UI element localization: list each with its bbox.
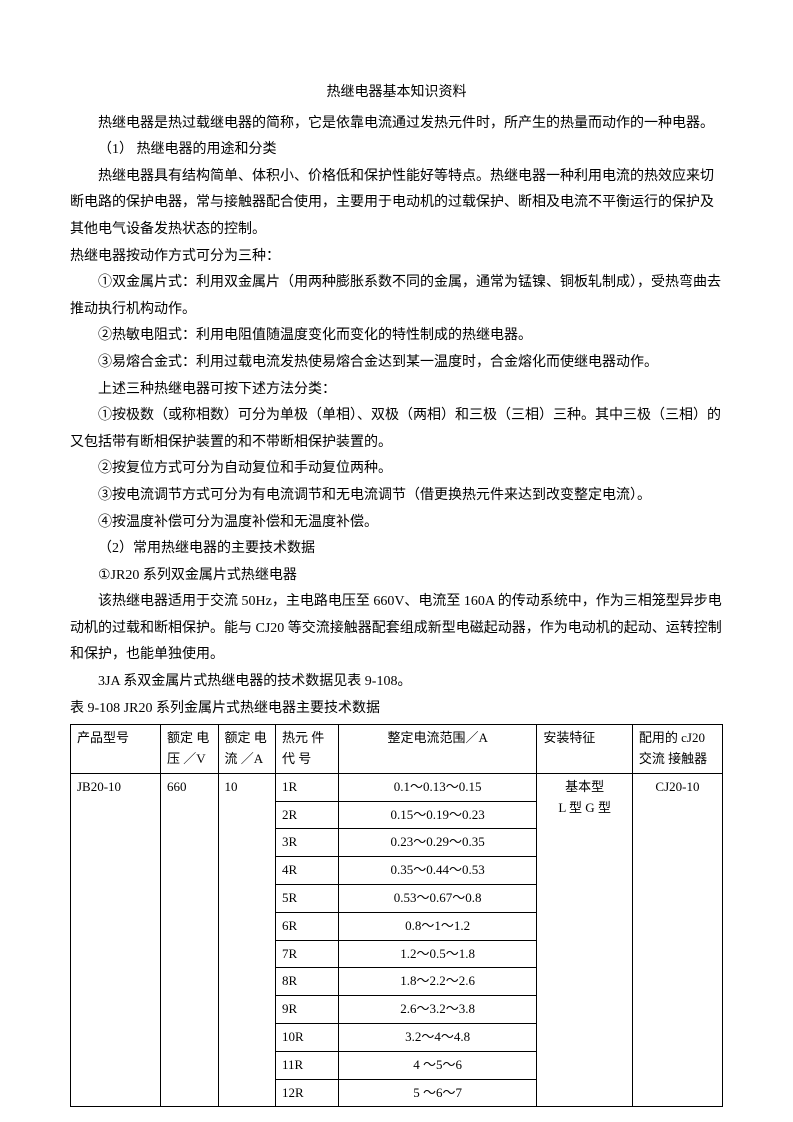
cell-model: JB20-10 [71, 773, 161, 1107]
table-header-row: 产品型号 额定 电压 ／V 额定 电流 ／A 热元 件代 号 整定电流范围／A … [71, 725, 723, 774]
cell-range: 1.2～0.5～1.8 [338, 940, 537, 968]
cell-code: 10R [276, 1024, 339, 1052]
paragraph-13: 3JA 系双金属片式热继电器的技术数据见表 9-108。 [70, 669, 723, 696]
cell-code: 12R [276, 1079, 339, 1107]
cell-range: 0.53～0.67～0.8 [338, 885, 537, 913]
paragraph-12: 该热继电器适用于交流 50Hz，主电路电压至 660V、电流至 160A 的传动… [70, 589, 723, 669]
paragraph-6: ③易熔合金式：利用过载电流发热使易熔合金达到某一温度时，合金熔化而使继电器动作。 [70, 350, 723, 377]
cell-code: 6R [276, 912, 339, 940]
cell-install: 基本型 L 型 G 型 [537, 773, 632, 1107]
section-3-heading: ①JR20 系列双金属片式热继电器 [70, 563, 723, 590]
section-1-heading: （1） 热继电器的用途和分类 [70, 137, 723, 164]
data-table: 产品型号 额定 电压 ／V 额定 电流 ／A 热元 件代 号 整定电流范围／A … [70, 724, 723, 1107]
cell-code: 9R [276, 996, 339, 1024]
cell-range: 5 ～6～7 [338, 1079, 537, 1107]
cell-range: 4 ～5～6 [338, 1051, 537, 1079]
cell-code: 7R [276, 940, 339, 968]
section-2-heading: （2）常用热继电器的主要技术数据 [70, 536, 723, 563]
cell-range: 0.35～0.44～0.53 [338, 857, 537, 885]
paragraph-10: ③按电流调节方式可分为有电流调节和无电流调节（借更换热元件来达到改变整定电流）。 [70, 483, 723, 510]
paragraph-11: ④按温度补偿可分为温度补偿和无温度补偿。 [70, 510, 723, 537]
paragraph-9: ②按复位方式可分为自动复位和手动复位两种。 [70, 456, 723, 483]
header-model: 产品型号 [71, 725, 161, 774]
cell-current: 10 [218, 773, 275, 1107]
cell-code: 2R [276, 801, 339, 829]
cell-code: 11R [276, 1051, 339, 1079]
paragraph-8: ①按极数（或称相数）可分为单极（单相）、双极（两相）和三极（三相）三种。其中三极… [70, 403, 723, 456]
paragraph-3: 热继电器按动作方式可分为三种： [70, 244, 723, 271]
cell-voltage: 660 [161, 773, 218, 1107]
document-title: 热继电器基本知识资料 [70, 80, 723, 107]
cell-code: 3R [276, 829, 339, 857]
header-match: 配用的 cJ20 交流 接触器 [632, 725, 722, 774]
header-current: 额定 电流 ／A [218, 725, 275, 774]
cell-range: 0.8～1～1.2 [338, 912, 537, 940]
cell-range: 0.23～0.29～0.35 [338, 829, 537, 857]
cell-range: 2.6～3.2～3.8 [338, 996, 537, 1024]
cell-match: CJ20-10 [632, 773, 722, 1107]
header-code: 热元 件代 号 [276, 725, 339, 774]
cell-range: 0.1～0.13～0.15 [338, 773, 537, 801]
paragraph-intro: 热继电器是热过载继电器的简称，它是依靠电流通过发热元件时，所产生的热量而动作的一… [70, 111, 723, 138]
table-caption: 表 9-108 JR20 系列金属片式热继电器主要技术数据 [70, 696, 723, 723]
header-voltage: 额定 电压 ／V [161, 725, 218, 774]
paragraph-4: ①双金属片式：利用双金属片（用两种膨胀系数不同的金属，通常为锰镍、铜板轧制成），… [70, 270, 723, 323]
header-range: 整定电流范围／A [338, 725, 537, 774]
cell-code: 5R [276, 885, 339, 913]
cell-range: 1.8～2.2～2.6 [338, 968, 537, 996]
cell-code: 8R [276, 968, 339, 996]
paragraph-7: 上述三种热继电器可按下述方法分类： [70, 377, 723, 404]
paragraph-2: 热继电器具有结构简单、体积小、价格低和保护性能好等特点。热继电器一种利用电流的热… [70, 164, 723, 244]
header-install: 安装特征 [537, 725, 632, 774]
cell-code: 4R [276, 857, 339, 885]
cell-code: 1R [276, 773, 339, 801]
paragraph-5: ②热敏电阻式：利用电阻值随温度变化而变化的特性制成的热继电器。 [70, 323, 723, 350]
cell-range: 0.15～0.19～0.23 [338, 801, 537, 829]
cell-range: 3.2～4～4.8 [338, 1024, 537, 1052]
table-row: JB20-10660101R0.1～0.13～0.15基本型 L 型 G 型CJ… [71, 773, 723, 801]
